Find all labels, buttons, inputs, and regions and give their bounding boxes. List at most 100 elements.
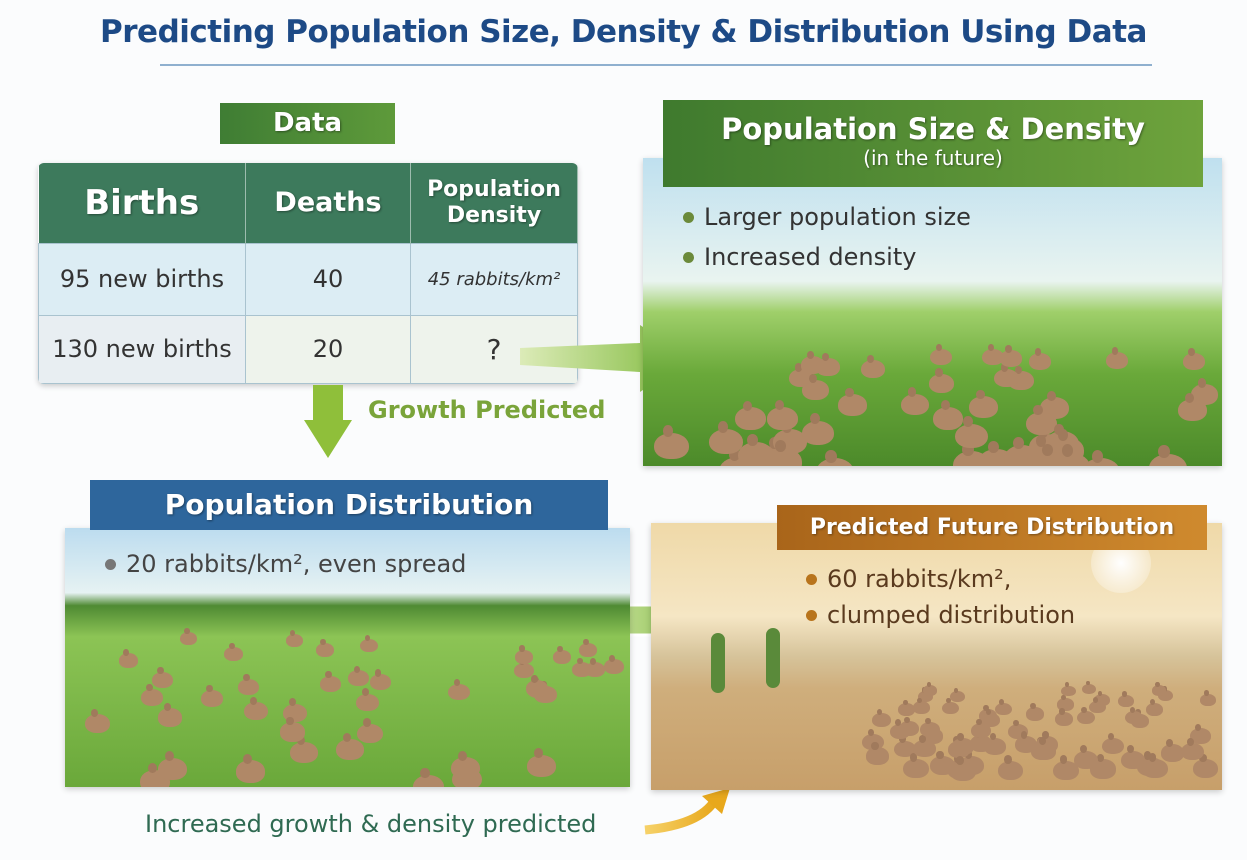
- rabbit-icon: [735, 400, 766, 431]
- bullet-icon: [683, 251, 694, 263]
- rabbit-icon: [709, 421, 744, 455]
- rabbit-icon: [527, 748, 556, 777]
- rabbit-icon: [816, 353, 840, 376]
- rabbit-icon: [913, 735, 937, 758]
- bullet-text: clumped distribution: [827, 601, 1076, 629]
- rabbit-icon: [157, 702, 183, 727]
- curved-arrow: [644, 797, 719, 835]
- bullet-icon: [806, 573, 817, 585]
- title-divider: [160, 64, 1152, 66]
- rabbit-icon: [1089, 696, 1106, 714]
- rabbit-icon: [1200, 690, 1216, 706]
- rabbit-icon: [1057, 694, 1074, 711]
- rabbit-icon: [200, 684, 224, 707]
- rabbit-icon: [932, 399, 964, 430]
- rabbit-icon: [348, 665, 370, 687]
- rabbit-icon: [654, 425, 689, 460]
- rabbit-icon: [1053, 755, 1079, 781]
- rabbit-icon: [953, 443, 991, 466]
- rabbit-icon: [1082, 680, 1097, 695]
- rabbit-icon: [289, 735, 318, 763]
- rabbit-icon: [1142, 753, 1168, 778]
- header-deaths: Deaths: [245, 163, 411, 243]
- rabbit-icon: [860, 354, 885, 378]
- rabbit-icon: [900, 387, 930, 416]
- rabbit-icon: [604, 654, 625, 675]
- rabbit-icon: [118, 649, 138, 668]
- rabbit-icon: [1146, 699, 1164, 716]
- rabbit-icon: [899, 716, 920, 736]
- rabbit-icon: [765, 439, 803, 466]
- rabbit-icon: [224, 642, 243, 661]
- rabbit-icon: [1117, 691, 1134, 707]
- rabbit-icon: [865, 741, 890, 765]
- rabbit-icon: [369, 669, 391, 691]
- rabbit-icon: [450, 750, 480, 780]
- rabbit-icon: [928, 367, 955, 393]
- rabbit-icon: [923, 681, 938, 696]
- page-title: Predicting Population Size, Density & Di…: [100, 14, 1147, 50]
- rabbit-icon: [360, 634, 379, 652]
- rabbit-icon: [356, 717, 383, 744]
- rabbit-icon: [997, 754, 1024, 781]
- rabbit-icon: [1105, 347, 1129, 370]
- rabbit-icon: [1076, 706, 1095, 725]
- rabbit-icon: [237, 674, 260, 696]
- rabbit-icon: [157, 751, 187, 780]
- data-table: Births Deaths Population Density 95 new …: [38, 163, 578, 384]
- rabbit-icon: [1102, 732, 1125, 755]
- rabbit-icon: [930, 343, 953, 366]
- data-label: Data: [220, 103, 395, 144]
- future-scene: Larger population size Increased density: [643, 158, 1222, 466]
- rabbit-icon: [244, 697, 268, 721]
- distribution-bullet: 20 rabbits/km², even spread: [105, 550, 466, 578]
- future-bullets: Larger population size Increased density: [683, 203, 971, 271]
- rabbit-icon: [1054, 708, 1073, 727]
- predicted-title: Predicted Future Distribution: [777, 505, 1207, 550]
- rabbit-icon: [970, 718, 991, 739]
- rabbit-icon: [448, 678, 471, 701]
- rabbit-icon: [1025, 404, 1057, 435]
- cell: 95 new births: [38, 242, 246, 316]
- rabbit-icon: [336, 733, 364, 760]
- rabbit-icon: [903, 753, 929, 779]
- rabbit-icon: [1033, 737, 1057, 760]
- rabbit-icon: [1120, 745, 1145, 769]
- rabbit-icon: [1177, 392, 1208, 422]
- rabbit-icon: [1028, 348, 1052, 371]
- rabbit-icon: [801, 413, 835, 446]
- rabbit-icon: [893, 735, 917, 758]
- rabbit-icon: [514, 645, 534, 664]
- rabbit-icon: [949, 687, 966, 703]
- rabbit-icon: [955, 416, 989, 449]
- rabbit-icon: [767, 399, 798, 430]
- rabbit-icon: [1025, 703, 1044, 721]
- rabbit-icon: [319, 671, 342, 693]
- rabbit-icon: [968, 389, 998, 418]
- rabbit-icon: [949, 755, 976, 782]
- rabbit-icon: [235, 753, 266, 783]
- rabbit-icon: [84, 708, 110, 734]
- rabbit-icon: [1093, 690, 1110, 706]
- arrow-down: [304, 385, 352, 458]
- rabbit-icon: [279, 716, 306, 742]
- rabbit-icon: [355, 688, 379, 711]
- bullet-text: 60 rabbits/km²,: [827, 565, 1012, 593]
- cell: 45 rabbits/km²: [410, 242, 578, 316]
- header-density: Population Density: [410, 163, 578, 243]
- rabbit-icon: [919, 717, 940, 737]
- rabbit-icon: [315, 638, 335, 657]
- rabbit-icon: [913, 697, 931, 715]
- rabbit-icon: [152, 667, 174, 688]
- rabbit-icon: [578, 638, 598, 657]
- cactus-icon: [766, 628, 780, 688]
- bullet-text: Increased density: [704, 243, 917, 271]
- rabbit-icon: [802, 373, 829, 400]
- bullet-icon: [105, 558, 116, 570]
- predicted-bullets: 60 rabbits/km², clumped distribution: [806, 565, 1075, 629]
- rabbit-icon: [898, 699, 916, 717]
- future-title-text: Population Size & Density: [721, 112, 1145, 146]
- rabbit-icon: [815, 449, 855, 466]
- rabbit-icon: [719, 448, 758, 466]
- rabbit-icon: [871, 709, 891, 728]
